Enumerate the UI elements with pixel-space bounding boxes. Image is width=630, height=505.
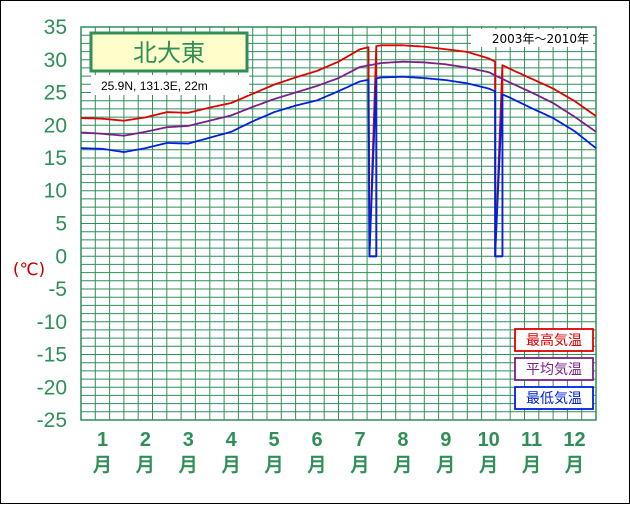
x-tick-month-number: 4	[226, 429, 238, 451]
grid	[80, 26, 597, 421]
y-tick-label: 10	[44, 180, 67, 203]
coords-box	[91, 75, 249, 95]
x-axis-ticks: 1 月 2 月 3 月 4 月 5 月 6 月 7 月 8 月 9 月 10 月 11 月 12 月	[92, 429, 586, 476]
y-tick-label: -10	[37, 311, 67, 334]
y-tick-label: 15	[44, 147, 67, 170]
series-line-1	[80, 44, 597, 258]
x-tick-month-label: 月	[478, 454, 498, 476]
x-tick-month-number: 5	[269, 429, 280, 451]
y-tick-label: 5	[55, 213, 67, 236]
y-tick-label: 25	[44, 82, 67, 105]
y-tick-label: -25	[37, 409, 67, 432]
y-tick-label: -15	[37, 344, 67, 367]
y-tick-label: 30	[44, 49, 67, 72]
x-tick-month-label: 月	[135, 454, 155, 476]
series-line-3	[81, 75, 597, 258]
x-tick-month-number: 3	[183, 429, 194, 451]
x-tick-month-label: 月	[435, 454, 455, 476]
station-label-box	[89, 31, 249, 73]
x-tick-month-label: 月	[392, 454, 412, 476]
y-axis-ticks: 35 30 25 20 15 10 5 0 -5 -10 -15 -20 -25	[37, 16, 67, 432]
x-tick-month-number: 7	[354, 429, 365, 451]
x-tick-month-number: 9	[440, 429, 451, 451]
x-tick-month-label: 月	[264, 454, 284, 476]
x-tick-month-number: 12	[563, 429, 585, 451]
y-tick-label: 20	[44, 114, 67, 137]
data-period: 2003年～2010年	[492, 32, 589, 46]
x-tick-month-label: 月	[306, 454, 326, 476]
x-tick-month-number: 2	[140, 429, 151, 451]
x-tick-month-number: 1	[97, 429, 108, 451]
y-tick-label: 0	[55, 245, 67, 268]
legend-box	[514, 386, 594, 410]
x-tick-month-number: 6	[311, 429, 322, 451]
legend-label: 平均気温	[526, 362, 582, 378]
legend-box	[514, 357, 594, 381]
x-tick-month-label: 月	[178, 454, 198, 476]
legend-label: 最高気温	[526, 332, 582, 349]
x-tick-month-label: 月	[221, 454, 241, 476]
chart-title: 北大東	[133, 39, 205, 67]
series-line-2	[81, 60, 597, 137]
y-axis-unit: (℃)	[13, 260, 45, 280]
x-tick-month-number: 11	[521, 429, 542, 451]
x-tick-month-label: 月	[349, 454, 369, 476]
y-tick-label: -20	[37, 376, 67, 399]
series-lines	[80, 44, 597, 258]
legend-label: 最低気温	[526, 391, 582, 407]
legend-box	[514, 328, 594, 352]
x-tick-month-number: 10	[478, 429, 500, 451]
x-tick-month-number: 8	[397, 429, 408, 451]
y-tick-label: 35	[44, 16, 67, 39]
x-tick-month-label: 月	[521, 454, 541, 476]
y-tick-label: -5	[48, 278, 67, 301]
x-tick-month-label: 月	[92, 454, 112, 476]
period-box	[471, 29, 593, 47]
x-tick-month-label: 月	[564, 454, 584, 476]
station-coordinates: 25.9N, 131.3E, 22m	[101, 79, 208, 93]
